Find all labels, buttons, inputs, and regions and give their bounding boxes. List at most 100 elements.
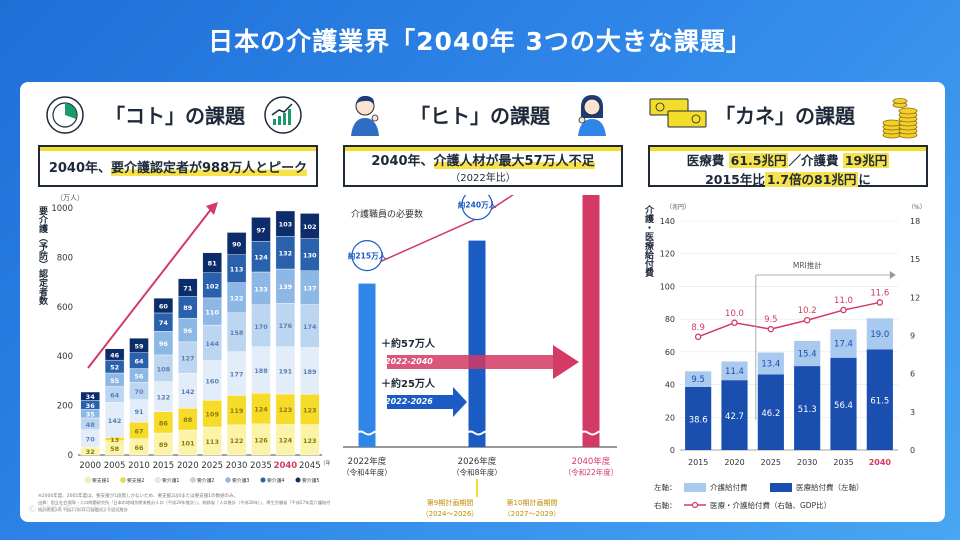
koto-box-year: 2040年、 bbox=[48, 161, 112, 176]
chart2-plan-name: 第9期計画期間 bbox=[427, 498, 473, 507]
chart3-label-iryo: 38.6 bbox=[689, 415, 708, 425]
chart1-data-label: 144 bbox=[205, 340, 219, 348]
chart1-bar-segment bbox=[251, 217, 271, 242]
chart2-annotation-25-period: 2022-2026 bbox=[385, 397, 433, 406]
hito-box-highlight: 介護人材が最大57万人不足 bbox=[433, 154, 595, 169]
chart1-legend-label: 要支援1 bbox=[92, 477, 109, 484]
chart3-legend-line-marker bbox=[691, 501, 699, 509]
chart3-label-kaigo: 17.4 bbox=[834, 340, 853, 350]
chart1-legend-swatch bbox=[260, 477, 266, 483]
chart1-data-label: 89 bbox=[183, 304, 193, 312]
kane-line2-c: に bbox=[858, 172, 871, 187]
chart1-data-label: 36 bbox=[86, 402, 96, 410]
chart2-xtick-sub: （令和4年度） bbox=[342, 467, 392, 477]
chart1-data-label: 113 bbox=[230, 266, 244, 274]
chart3-gdp-label: 10.2 bbox=[798, 306, 817, 316]
kane-line2-b: 1.7倍の81兆円 bbox=[764, 172, 859, 187]
chart1-legend-label: 要介護2 bbox=[197, 477, 214, 484]
chart3-ytick-left: 100 bbox=[660, 282, 675, 291]
chart3-label-iryo: 46.2 bbox=[761, 409, 780, 419]
chart1-legend-swatch bbox=[225, 477, 231, 483]
chart1-data-label: 64 bbox=[134, 358, 144, 366]
chart3-legend-left-axis: 左軸： bbox=[654, 482, 677, 492]
chart1-data-label: 70 bbox=[86, 435, 96, 443]
chart3-label-kaigo: 13.4 bbox=[761, 359, 780, 369]
chart1-legend-swatch bbox=[295, 477, 301, 483]
chart3-ytick-right: 3 bbox=[910, 408, 915, 417]
chart3-bar-iryo bbox=[685, 386, 712, 450]
chart2-break-mark bbox=[465, 430, 492, 436]
chart1-data-label: 130 bbox=[303, 252, 317, 260]
kane-section-title: 「カネ」の課題 bbox=[715, 104, 855, 128]
chart1-data-label: 48 bbox=[86, 421, 96, 429]
chart3-legend-iryo: 医療給付費（左軸） bbox=[796, 482, 864, 492]
chart2-plan-period: （2027〜2029） bbox=[504, 510, 561, 518]
chart1-data-label: 90 bbox=[232, 241, 242, 249]
chart1-ytick: 1000 bbox=[51, 204, 73, 214]
chart1-data-label: 189 bbox=[303, 368, 317, 376]
chart1-xtick: 2005 bbox=[104, 461, 126, 471]
chart3-ytick-left: 20 bbox=[665, 413, 675, 422]
chart3-ytick-right: 12 bbox=[910, 293, 920, 302]
chart3-gdp-point bbox=[840, 306, 847, 314]
chart3-legend-kaigo: 介護給付費 bbox=[710, 482, 748, 492]
chart3-gdp-label: 11.0 bbox=[834, 296, 853, 306]
chart1-ytick: 600 bbox=[57, 303, 73, 313]
chart1-data-label: 108 bbox=[157, 365, 171, 373]
chart1-data-label: 103 bbox=[279, 221, 293, 229]
chart1-xtick: 2010 bbox=[128, 461, 150, 471]
chart1-bar-segment bbox=[178, 278, 198, 297]
chart3-xtick: 2035 bbox=[833, 458, 853, 467]
chart1-data-label: 124 bbox=[279, 437, 293, 445]
chart1-bar-segment bbox=[129, 337, 149, 353]
chart1-data-label: 46 bbox=[110, 351, 120, 359]
chart1-data-label: 74 bbox=[159, 319, 169, 327]
care-staff-chart: 介護職員の必要数 2022年度（令和4年度） 2026年度（令和8年度） 2040年度… bbox=[342, 195, 618, 518]
chart1-data-label: 174 bbox=[303, 323, 317, 331]
chart1-bar-segment bbox=[202, 252, 222, 273]
chart3-bar-kaigo bbox=[757, 352, 784, 375]
chart1-ytick: 0 bbox=[68, 451, 73, 461]
chart2-xtick: 2022年度 bbox=[348, 456, 387, 467]
chart2-xtick-sub: （令和8年度） bbox=[452, 467, 502, 477]
chart1-data-label: 32 bbox=[86, 448, 95, 456]
chart3-gdp-line bbox=[697, 301, 880, 338]
chart3-legend-iryo-swatch bbox=[770, 483, 792, 492]
chart1-data-label: 142 bbox=[108, 417, 122, 425]
chart2-annotation-57-period: 2022-2040 bbox=[385, 357, 433, 366]
chart1-data-label: 64 bbox=[110, 391, 120, 399]
chart1-xtick: 2040 bbox=[274, 461, 298, 471]
chart2-trend-line bbox=[366, 195, 515, 269]
chart1-data-label: 71 bbox=[183, 284, 193, 292]
chart1-note: ※2000年度、2005年度は、要支援が1段階しかないため、要支援2は0または要… bbox=[38, 492, 238, 499]
chart1-data-label: 59 bbox=[134, 342, 144, 350]
chart1-data-label: 102 bbox=[205, 282, 219, 290]
chart1-data-label: 139 bbox=[279, 283, 293, 291]
chart1-legend-label: 要介護5 bbox=[302, 477, 319, 484]
chart1-data-label: 96 bbox=[183, 327, 193, 335]
chart3-gdp-point bbox=[767, 325, 775, 333]
chart1-legend-swatch bbox=[155, 477, 161, 483]
chart1-legend-swatch bbox=[85, 477, 91, 483]
chart3-ytick-left: 40 bbox=[665, 381, 675, 390]
chart3-gdp-label: 11.6 bbox=[870, 288, 889, 298]
chart2-title: 介護職員の必要数 bbox=[351, 208, 423, 220]
chart3-ytick-left: 80 bbox=[665, 315, 675, 324]
chart3-gdp-label: 9.5 bbox=[764, 315, 778, 325]
chart1-legend-label: 要介護1 bbox=[162, 477, 179, 484]
chart1-data-label: 170 bbox=[254, 323, 268, 331]
chart1-legend-swatch bbox=[120, 477, 126, 483]
chart1-data-label: 91 bbox=[134, 408, 144, 416]
chart1-legend-label: 要介護4 bbox=[267, 477, 284, 484]
chart1-source1: 出典：国立社会保障・人口問題研究所「日本の地域別将来推計人口（平成29年推計）」… bbox=[38, 499, 330, 506]
chart2-annotation-57: ＋約57万人 bbox=[381, 337, 436, 350]
chart2-arrow-25-body bbox=[387, 395, 455, 409]
chart1-data-label: 52 bbox=[110, 364, 119, 372]
chart2-break-mark bbox=[355, 430, 382, 436]
chart3-bar-iryo bbox=[794, 366, 821, 450]
chart1-data-label: 124 bbox=[254, 406, 268, 414]
chart1-data-label: 160 bbox=[205, 377, 219, 385]
kane-line1-a: 医療費 bbox=[686, 153, 725, 168]
chart1-yunit: （万人） bbox=[56, 194, 84, 202]
chart1-data-label: 158 bbox=[230, 329, 244, 337]
